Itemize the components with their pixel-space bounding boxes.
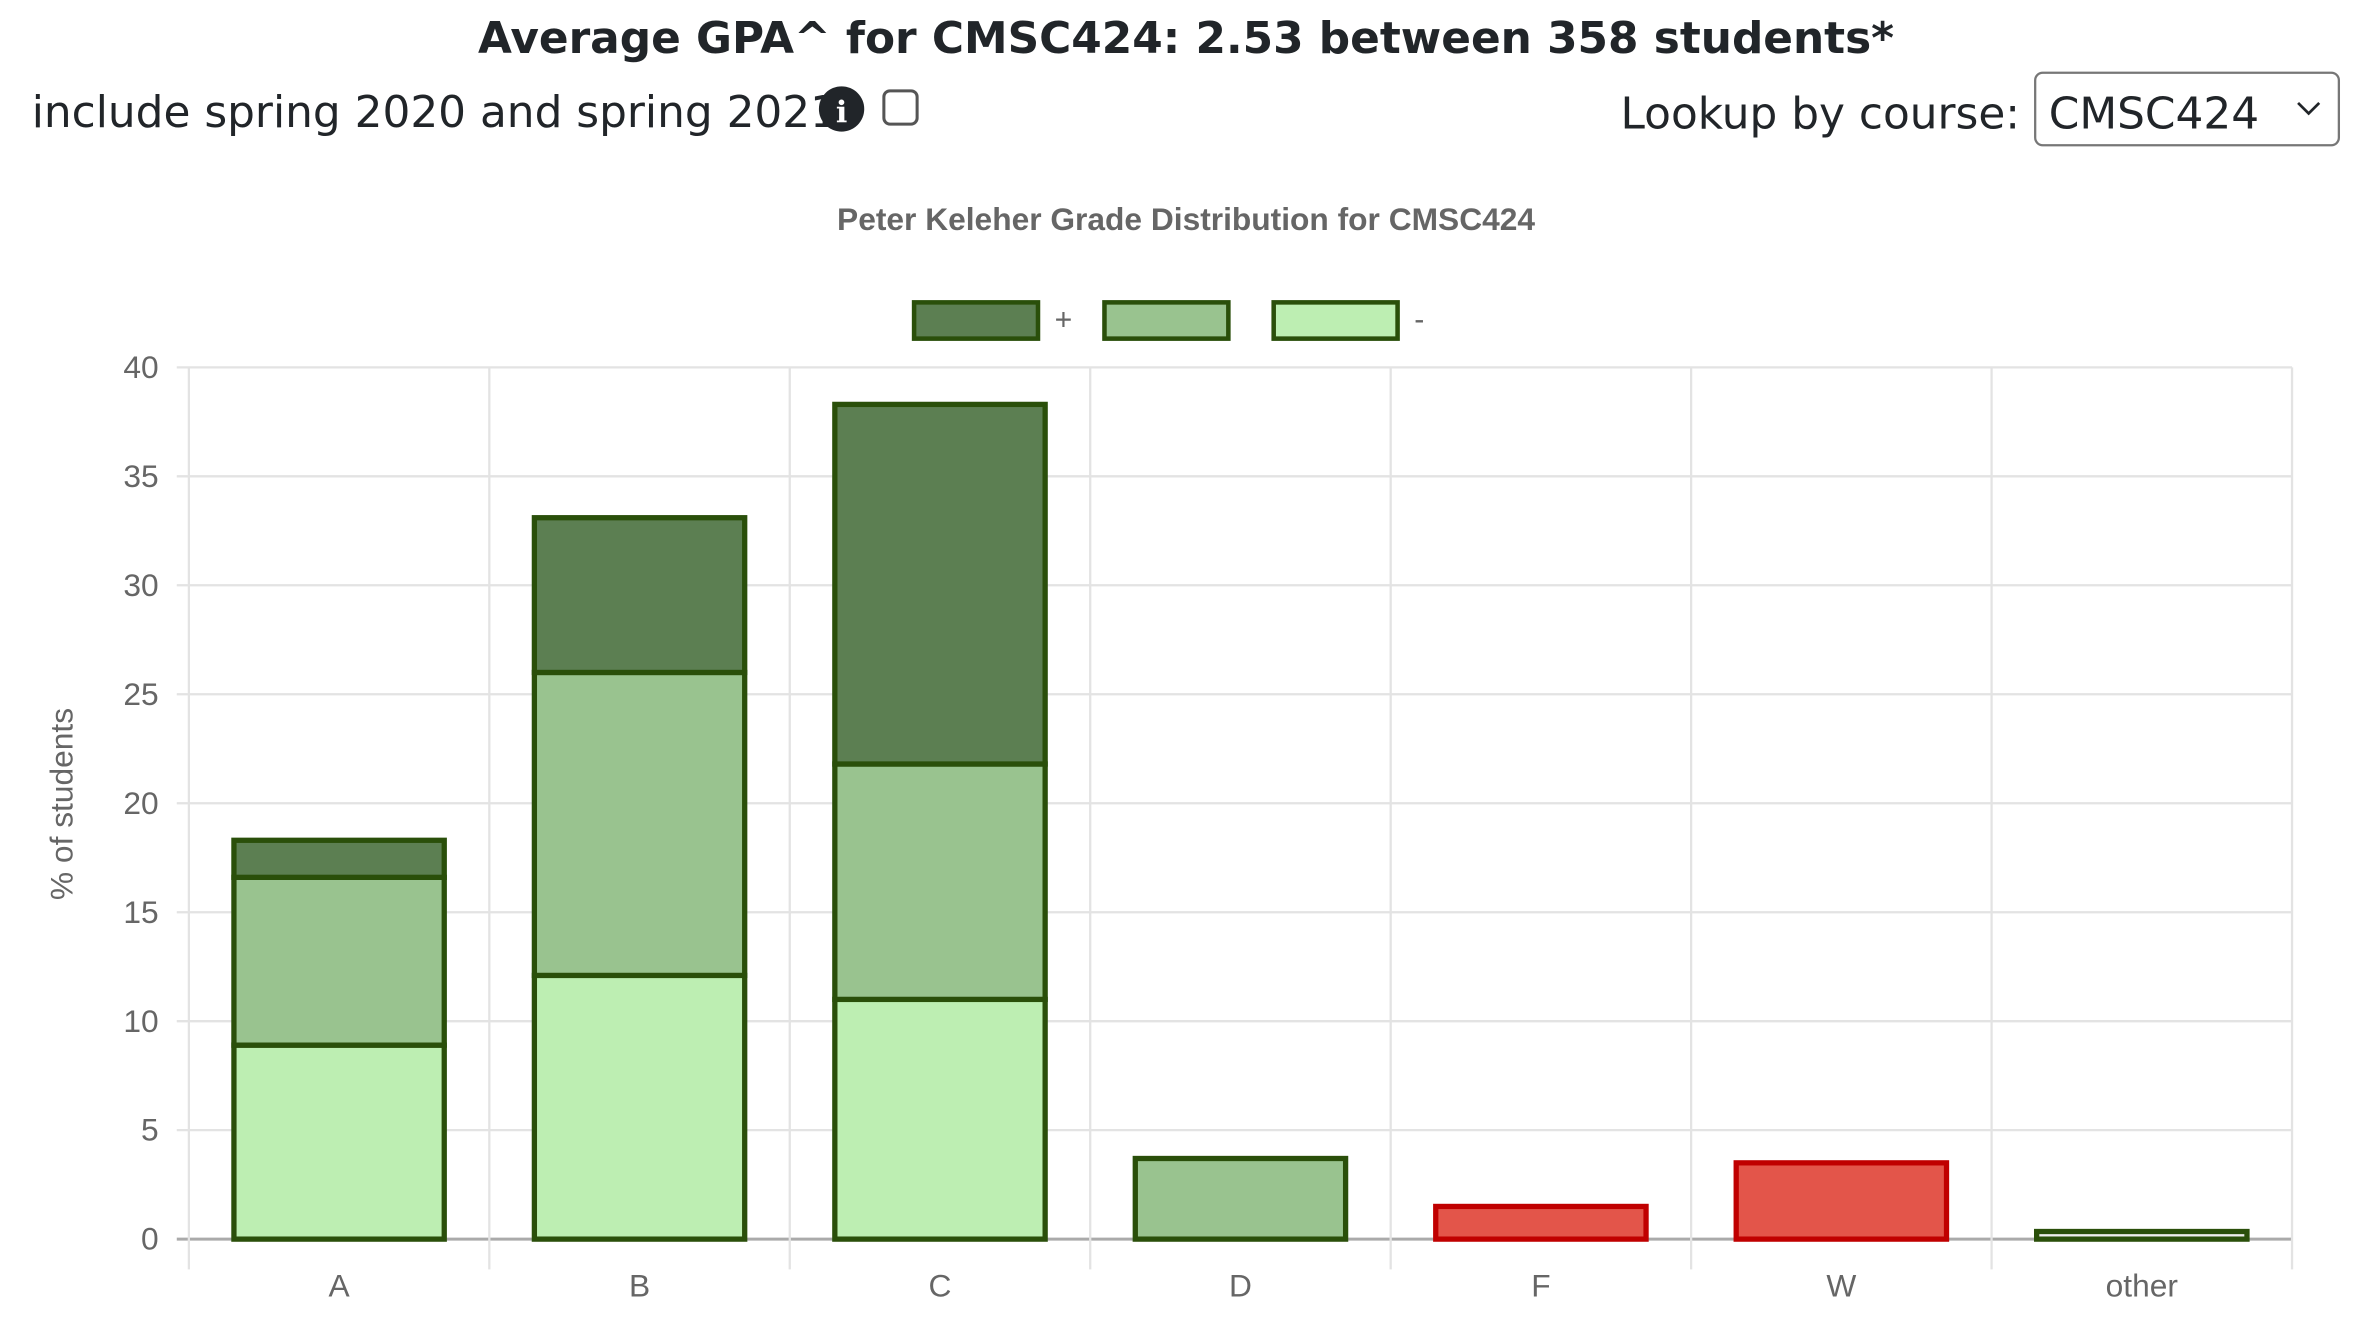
- info-circle-icon[interactable]: i: [818, 86, 865, 132]
- bar-D-base: [1132, 1155, 1349, 1242]
- bar-B-plus: [531, 515, 748, 676]
- bar-B-base: [531, 669, 748, 979]
- y-tick-label: 35: [123, 458, 158, 494]
- x-tick-label: B: [629, 1268, 650, 1304]
- bar-F-fail: [1433, 1203, 1649, 1242]
- chart-bars: [231, 401, 2250, 1242]
- bar-C-minus: [832, 996, 1048, 1242]
- x-tick-label: W: [1826, 1268, 1856, 1304]
- course-select-value: CMSC424: [2049, 89, 2259, 140]
- include-semesters-label: include spring 2020 and spring 2021: [32, 87, 838, 138]
- legend-swatch: [1102, 300, 1231, 341]
- y-tick-label: 40: [123, 349, 158, 385]
- y-axis-label: % of students: [44, 708, 80, 900]
- y-tick-label: 5: [141, 1112, 159, 1148]
- y-tick-label: 30: [123, 567, 158, 603]
- chart-title: Peter Keleher Grade Distribution for CMS…: [837, 201, 1535, 237]
- bar-other-other: [2034, 1228, 2250, 1242]
- include-semesters-checkbox[interactable]: [882, 89, 919, 126]
- chart-grid: [176, 366, 2294, 1270]
- legend-swatch: [911, 300, 1041, 341]
- page-title: Average GPA^ for CMSC424: 2.53 between 3…: [478, 13, 1894, 64]
- legend-label: -: [1414, 304, 1424, 337]
- course-select[interactable]: CMSC424: [2034, 71, 2341, 147]
- x-tick-label: other: [2106, 1268, 2179, 1304]
- x-tick-label: D: [1229, 1268, 1252, 1304]
- svg-text:i: i: [836, 96, 847, 131]
- x-tick-label: F: [1531, 1268, 1550, 1304]
- legend-swatch: [1271, 300, 1400, 341]
- y-tick-label: 0: [141, 1221, 159, 1257]
- y-tick-label: 25: [123, 676, 158, 712]
- y-tick-label: 15: [123, 894, 158, 930]
- legend-label: +: [1055, 304, 1073, 337]
- y-tick-label: 20: [123, 785, 158, 821]
- bar-A-minus: [231, 1042, 447, 1242]
- x-tick-label: C: [929, 1268, 952, 1304]
- bar-C-plus: [832, 401, 1048, 767]
- chevron-down-icon: [2297, 101, 2321, 116]
- bar-B-minus: [531, 972, 748, 1242]
- x-tick-label: A: [329, 1268, 351, 1304]
- bar-W-fail: [1733, 1160, 1950, 1242]
- bar-C-base: [832, 761, 1048, 1003]
- bar-A-plus: [231, 837, 447, 880]
- chart-legend: + -: [911, 300, 1424, 341]
- lookup-label: Lookup by course:: [1621, 89, 2021, 140]
- bar-A-base: [231, 874, 447, 1048]
- y-tick-label: 10: [123, 1003, 158, 1039]
